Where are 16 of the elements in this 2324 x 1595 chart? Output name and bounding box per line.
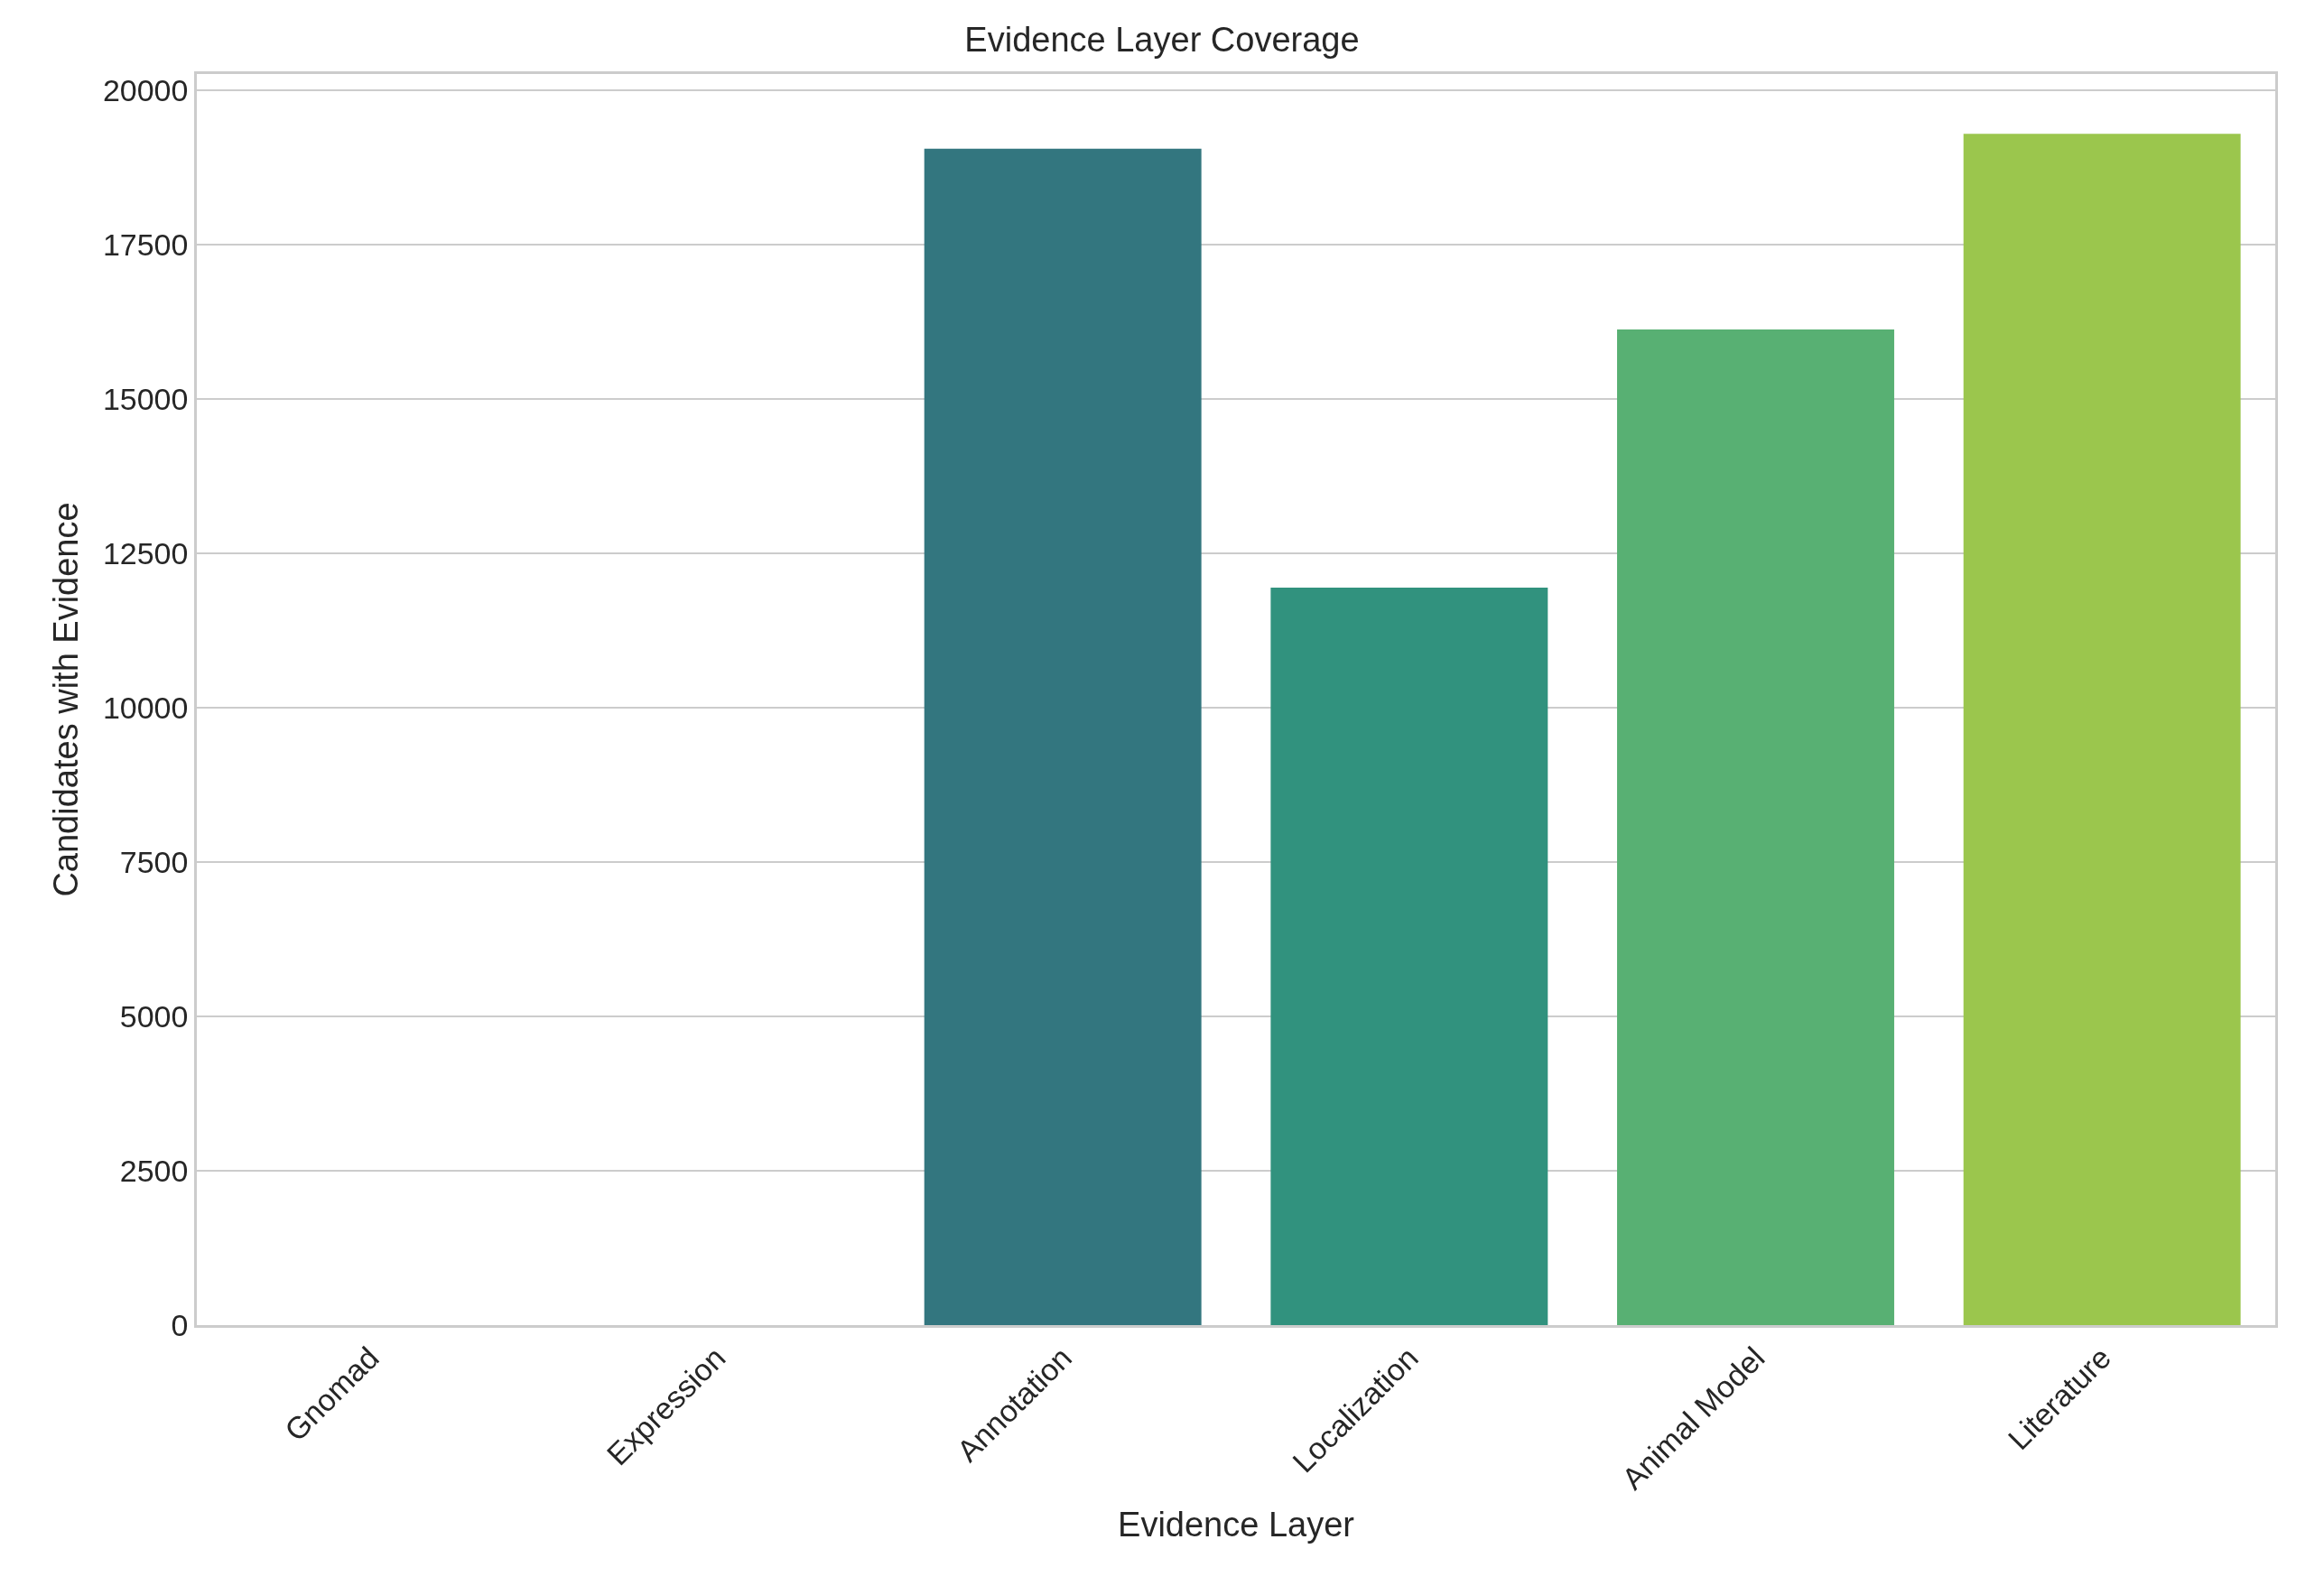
bar [924,148,1202,1325]
y-tick-label: 10000 [102,691,189,726]
y-tick-label: 2500 [119,1153,189,1188]
y-tick-label: 20000 [102,73,189,108]
y-tick-label: 12500 [102,536,189,571]
y-tick-label: 5000 [119,999,189,1034]
chart-title: Evidence Layer Coverage [964,21,1360,60]
y-tick-label: 7500 [119,845,189,880]
bar [1617,329,1894,1325]
y-tick-label: 15000 [102,382,189,417]
y-axis-title: Candidates with Evidence [47,502,86,897]
x-axis-title: Evidence Layer [1118,1506,1355,1544]
y-tick-label: 17500 [102,227,189,263]
y-tick-label: 0 [171,1307,189,1342]
bar [1963,134,2241,1325]
bar [1270,587,1548,1325]
